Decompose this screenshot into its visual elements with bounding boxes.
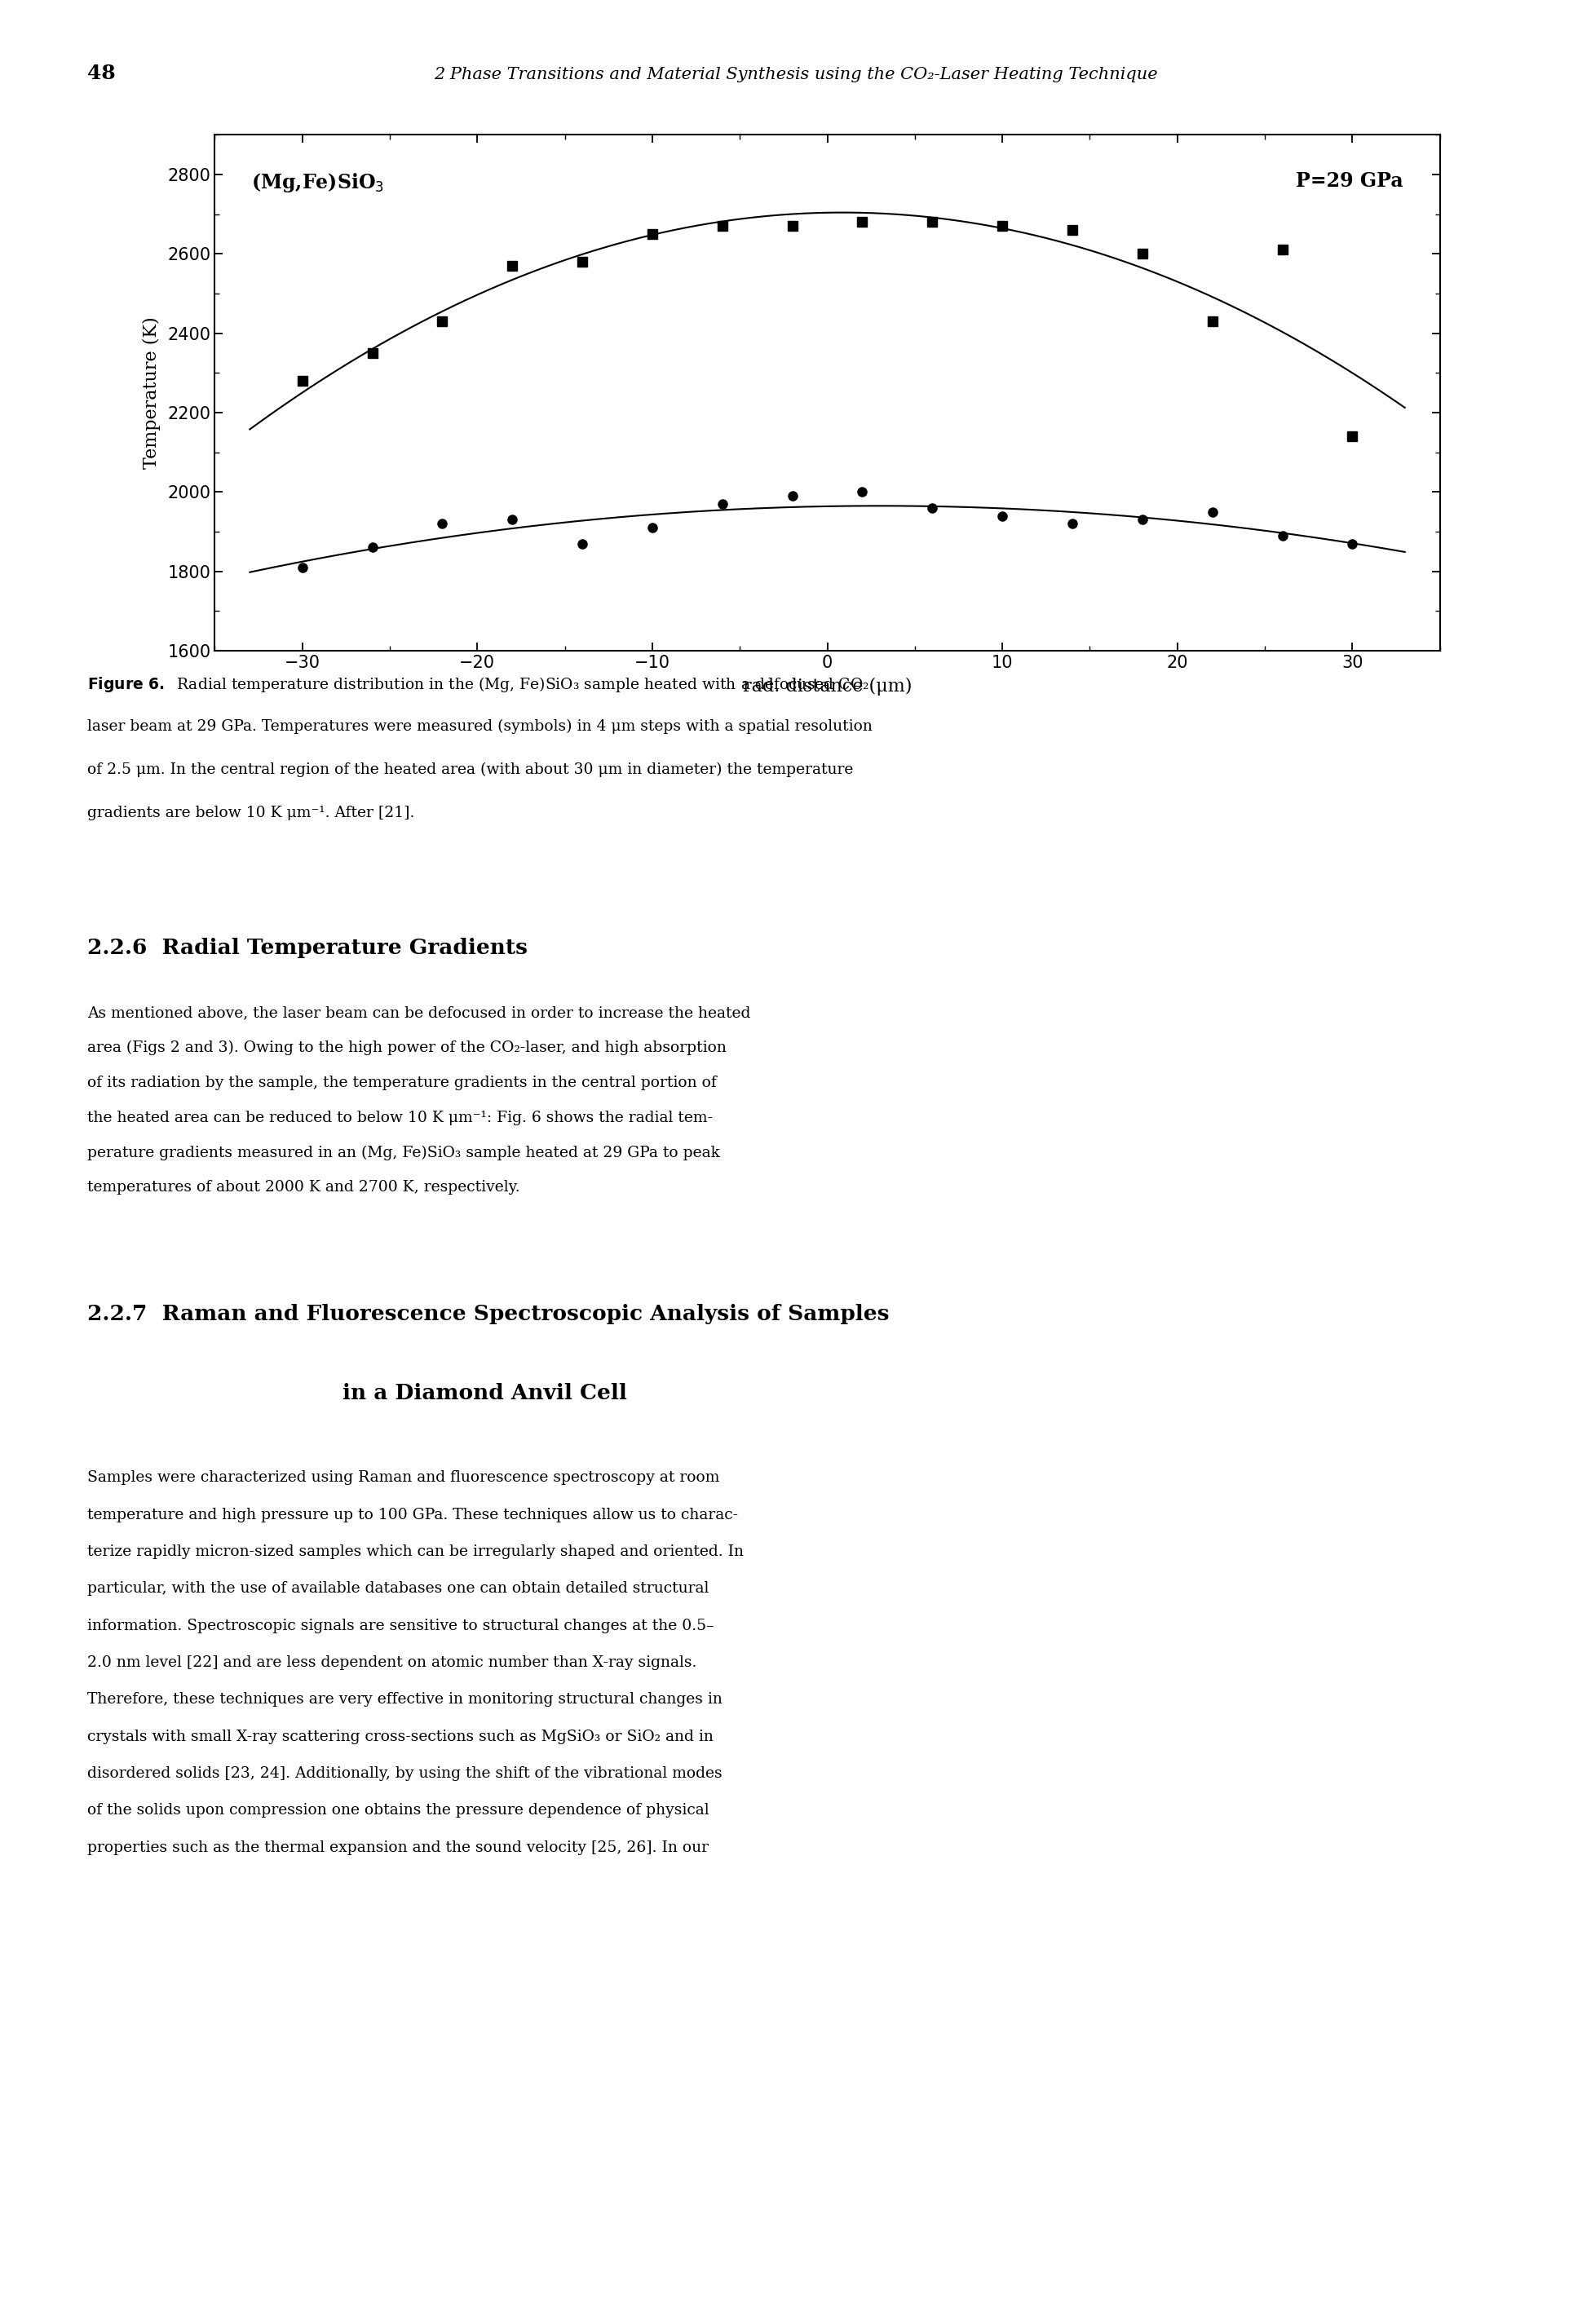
- Text: P=29 GPa: P=29 GPa: [1295, 172, 1403, 191]
- Text: laser beam at 29 GPa. Temperatures were measured (symbols) in 4 μm steps with a : laser beam at 29 GPa. Temperatures were …: [88, 718, 873, 734]
- Text: in a Diamond Anvil Cell: in a Diamond Anvil Cell: [342, 1383, 627, 1404]
- Text: Therefore, these techniques are very effective in monitoring structural changes : Therefore, these techniques are very eff…: [88, 1692, 722, 1708]
- Y-axis label: Temperature (K): Temperature (K): [143, 316, 161, 469]
- Text: the heated area can be reduced to below 10 K μm⁻¹: Fig. 6 shows the radial tem-: the heated area can be reduced to below …: [88, 1111, 713, 1125]
- Text: of the solids upon compression one obtains the pressure dependence of physical: of the solids upon compression one obtai…: [88, 1803, 710, 1817]
- Text: temperatures of about 2000 K and 2700 K, respectively.: temperatures of about 2000 K and 2700 K,…: [88, 1181, 520, 1195]
- Text: 2.2.6  Radial Temperature Gradients: 2.2.6 Radial Temperature Gradients: [88, 939, 528, 957]
- Text: properties such as the thermal expansion and the sound velocity [25, 26]. In our: properties such as the thermal expansion…: [88, 1841, 710, 1855]
- Text: gradients are below 10 K μm⁻¹. After [21].: gradients are below 10 K μm⁻¹. After [21…: [88, 806, 415, 820]
- Text: disordered solids [23, 24]. Additionally, by using the shift of the vibrational : disordered solids [23, 24]. Additionally…: [88, 1766, 722, 1780]
- X-axis label: rad. distance (μm): rad. distance (μm): [743, 679, 912, 695]
- Text: area (Figs 2 and 3). Owing to the high power of the CO₂-laser, and high absorpti: area (Figs 2 and 3). Owing to the high p…: [88, 1041, 727, 1055]
- Text: (Mg,Fe)SiO$_3$: (Mg,Fe)SiO$_3$: [251, 172, 385, 193]
- Text: of 2.5 μm. In the central region of the heated area (with about 30 μm in diamete: of 2.5 μm. In the central region of the …: [88, 762, 853, 776]
- Text: temperature and high pressure up to 100 GPa. These techniques allow us to charac: temperature and high pressure up to 100 …: [88, 1508, 738, 1522]
- Text: 2.0 nm level [22] and are less dependent on atomic number than X-ray signals.: 2.0 nm level [22] and are less dependent…: [88, 1655, 697, 1671]
- Text: crystals with small X-ray scattering cross-sections such as MgSiO₃ or SiO₂ and i: crystals with small X-ray scattering cro…: [88, 1729, 714, 1743]
- Text: 2.2.7  Raman and Fluorescence Spectroscopic Analysis of Samples: 2.2.7 Raman and Fluorescence Spectroscop…: [88, 1304, 889, 1325]
- Text: 48: 48: [88, 63, 116, 84]
- Text: particular, with the use of available databases one can obtain detailed structur: particular, with the use of available da…: [88, 1580, 710, 1597]
- Text: of its radiation by the sample, the temperature gradients in the central portion: of its radiation by the sample, the temp…: [88, 1076, 718, 1090]
- Text: information. Spectroscopic signals are sensitive to structural changes at the 0.: information. Spectroscopic signals are s…: [88, 1618, 714, 1634]
- Text: 2 Phase Transitions and Material Synthesis using the CO₂-Laser Heating Technique: 2 Phase Transitions and Material Synthes…: [434, 67, 1157, 81]
- Text: terize rapidly micron-sized samples which can be irregularly shaped and oriented: terize rapidly micron-sized samples whic…: [88, 1545, 745, 1559]
- Text: Samples were characterized using Raman and fluorescence spectroscopy at room: Samples were characterized using Raman a…: [88, 1471, 719, 1485]
- Text: As mentioned above, the laser beam can be defocused in order to increase the hea: As mentioned above, the laser beam can b…: [88, 1006, 751, 1020]
- Text: perature gradients measured in an (Mg, Fe)SiO₃ sample heated at 29 GPa to peak: perature gradients measured in an (Mg, F…: [88, 1146, 721, 1160]
- Text: $\mathbf{Figure\ 6.}$  Radial temperature distribution in the (Mg, Fe)SiO₃ sampl: $\mathbf{Figure\ 6.}$ Radial temperature…: [88, 676, 869, 695]
